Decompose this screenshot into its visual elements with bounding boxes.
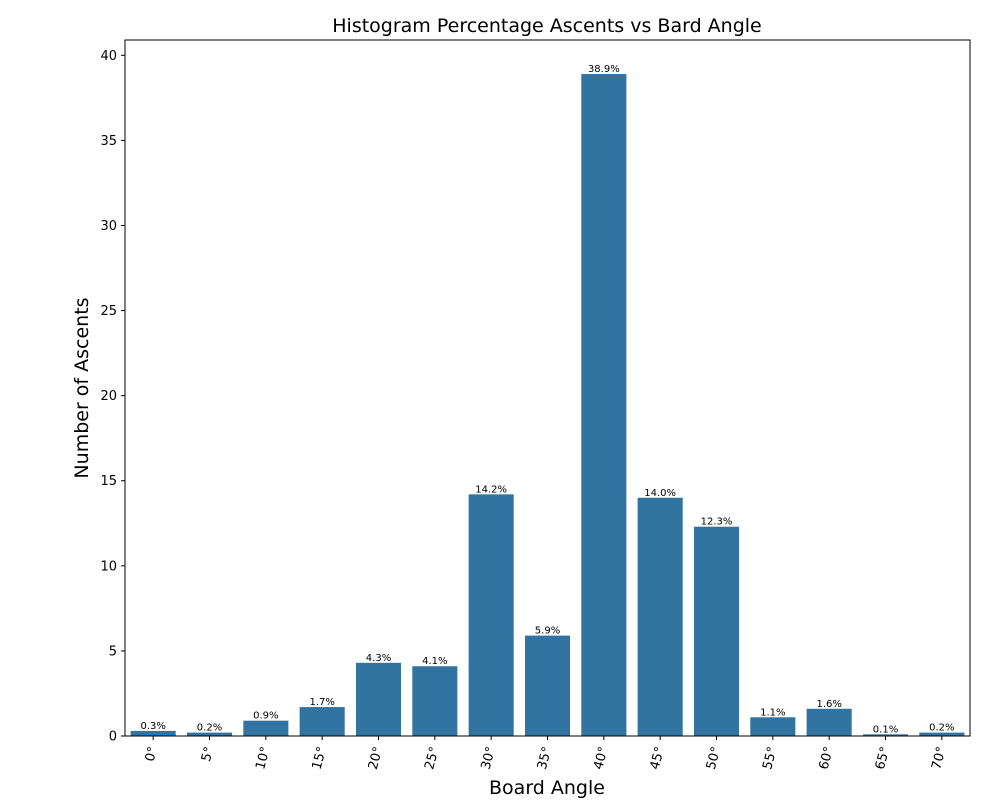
data-label: 38.9% — [588, 64, 620, 75]
bar — [581, 74, 627, 736]
bar — [243, 720, 289, 736]
y-tick-label: 10 — [100, 559, 117, 574]
bar — [693, 526, 740, 736]
data-label: 1.1% — [760, 707, 785, 718]
y-tick-label: 0 — [109, 730, 117, 745]
y-tick-label: 20 — [100, 389, 117, 404]
bar — [637, 497, 683, 736]
data-label: 0.9% — [253, 711, 278, 722]
x-axis-ticks: 0° 5° 10° 15° 20° 25° 30° 35° 40° 45° 50° 55° 60° 65°… — [143, 736, 950, 771]
y-tick-label: 15 — [100, 474, 117, 489]
x-tick-label: 70° — [929, 745, 949, 771]
x-tick-label: 50° — [704, 745, 724, 771]
bar — [862, 734, 909, 736]
data-label: 4.3% — [366, 653, 391, 664]
bar — [806, 708, 852, 736]
bar — [186, 732, 233, 736]
data-label: 1.6% — [816, 699, 841, 710]
x-tick-label: 60° — [817, 745, 837, 771]
plot-frame — [124, 39, 971, 737]
x-tick-label: 25° — [422, 745, 442, 771]
data-label: 14.2% — [475, 484, 507, 495]
data-label: 1.7% — [309, 697, 334, 708]
data-label: 14.0% — [644, 488, 676, 499]
data-label: 5.9% — [535, 626, 560, 637]
x-tick-label: 55° — [760, 745, 780, 771]
x-tick-label: 5° — [199, 745, 217, 763]
x-tick-label: 20° — [366, 745, 386, 771]
bar — [468, 494, 514, 736]
y-tick-label: 40 — [100, 49, 117, 64]
bar — [524, 635, 571, 736]
y-axis-title: Number of Ascents — [71, 297, 93, 478]
x-tick-label: 40° — [591, 745, 611, 771]
data-label: 0.3% — [140, 721, 165, 732]
x-tick-label: 35° — [535, 745, 555, 771]
bar — [299, 707, 345, 736]
data-label: 0.2% — [197, 723, 222, 734]
y-tick-label: 35 — [100, 134, 117, 149]
x-tick-label: 30° — [479, 745, 499, 771]
bars — [130, 74, 965, 736]
x-tick-label: 45° — [648, 745, 668, 771]
y-axis-ticks: 0 5 10 15 20 25 30 35 40 — [100, 49, 125, 745]
y-tick-label: 30 — [100, 219, 117, 234]
chart-title: Histogram Percentage Ascents vs Bard Ang… — [332, 15, 762, 37]
bar — [919, 732, 965, 736]
x-axis-title: Board Angle — [489, 777, 605, 799]
data-label: 0.1% — [873, 724, 898, 735]
x-tick-label: 10° — [253, 745, 273, 771]
bar — [130, 730, 176, 736]
data-label: 12.3% — [701, 517, 733, 528]
x-tick-label: 15° — [310, 745, 330, 771]
x-tick-label: 65° — [873, 745, 893, 771]
bar — [412, 666, 458, 736]
y-tick-label: 25 — [100, 304, 117, 319]
data-labels: 0.3% 0.2% 0.9% 1.7% 4.3% 4.1% 14.2% 5.9% 38.9% 14… — [140, 64, 954, 735]
data-label: 0.2% — [929, 723, 954, 734]
y-tick-label: 5 — [109, 644, 117, 659]
data-label: 4.1% — [422, 656, 447, 667]
x-tick-label: 0° — [143, 745, 161, 763]
bar — [355, 662, 402, 736]
bar — [750, 717, 796, 736]
